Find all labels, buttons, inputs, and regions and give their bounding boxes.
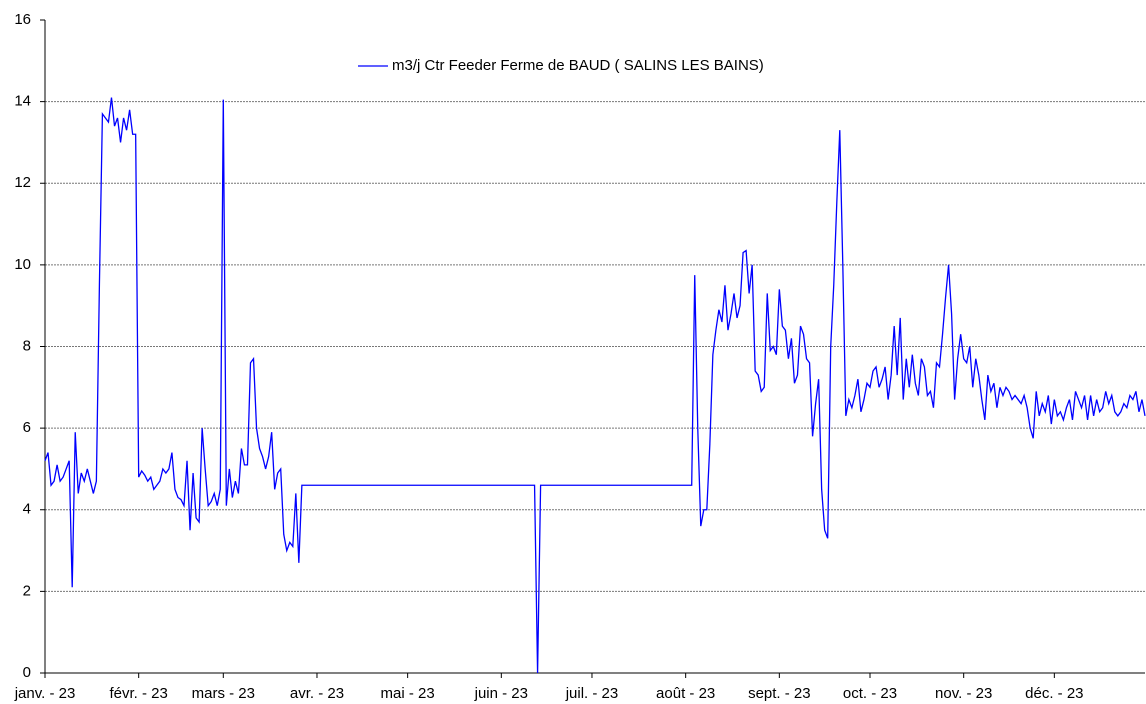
y-tick-label: 14: [14, 93, 31, 110]
y-tick-label: 10: [14, 256, 31, 273]
x-tick-label: août - 23: [656, 685, 715, 702]
y-tick-label: 8: [23, 337, 31, 354]
data-line: [44, 97, 1146, 674]
x-tick-label: sept. - 23: [748, 685, 811, 702]
x-tick-label: nov. - 23: [935, 685, 992, 702]
x-tick-label: avr. - 23: [290, 685, 344, 702]
y-tick-label: 0: [23, 664, 31, 681]
x-tick-label: mars - 23: [192, 685, 255, 702]
x-tick-label: mai - 23: [381, 685, 435, 702]
x-tick-label: juil. - 23: [565, 685, 619, 702]
x-tick-label: oct. - 23: [843, 685, 897, 702]
y-tick-label: 4: [23, 501, 31, 518]
y-tick-label: 12: [14, 174, 31, 191]
y-tick-label: 2: [23, 582, 31, 599]
y-tick-label: 16: [14, 11, 31, 28]
x-tick-label: déc. - 23: [1025, 685, 1083, 702]
x-tick-label: févr. - 23: [110, 685, 168, 702]
x-tick-label: juin - 23: [474, 685, 528, 702]
x-tick-label: janv. - 23: [14, 685, 76, 702]
legend-label: m3/j Ctr Feeder Ferme de BAUD ( SALINS L…: [392, 57, 764, 74]
y-tick-label: 6: [23, 419, 31, 436]
